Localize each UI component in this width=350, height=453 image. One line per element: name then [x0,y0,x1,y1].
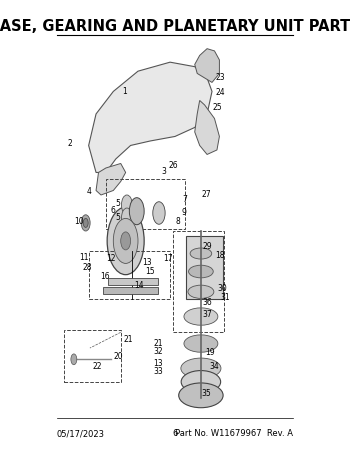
Circle shape [130,198,144,225]
Ellipse shape [181,371,220,393]
Bar [64,330,121,382]
Ellipse shape [179,383,223,408]
Text: 15: 15 [145,267,155,276]
Text: 10: 10 [75,217,84,226]
Text: 22: 22 [92,362,102,371]
Text: 7: 7 [182,195,187,204]
Text: 23: 23 [215,73,225,82]
Ellipse shape [181,358,221,379]
Text: 35: 35 [202,389,211,398]
Text: 8: 8 [176,217,180,226]
Text: 12: 12 [107,255,116,263]
Circle shape [83,218,88,227]
Text: 27: 27 [202,190,211,199]
Text: 31: 31 [220,293,230,302]
Circle shape [113,218,138,263]
Text: 6: 6 [172,429,178,438]
Text: 30: 30 [217,284,227,293]
FancyBboxPatch shape [108,278,158,285]
Ellipse shape [190,248,212,259]
Text: 13: 13 [142,258,152,267]
Polygon shape [195,101,219,154]
Text: 11: 11 [79,253,89,262]
Text: 3: 3 [161,167,166,176]
Circle shape [107,207,144,275]
Polygon shape [195,48,219,82]
Text: 13: 13 [153,359,163,368]
Text: Part No. W11679967  Rev. A: Part No. W11679967 Rev. A [175,429,293,438]
Text: 2: 2 [67,139,72,148]
Text: 17: 17 [163,254,173,263]
Bar [106,179,185,229]
Ellipse shape [189,265,213,278]
Text: 32: 32 [153,347,163,356]
Bar [173,231,224,333]
Text: 05/17/2023: 05/17/2023 [57,429,105,438]
Bar [89,251,170,299]
Polygon shape [96,164,126,195]
Circle shape [121,208,132,228]
Text: 21: 21 [124,336,133,344]
FancyBboxPatch shape [104,287,158,294]
Text: 1: 1 [122,87,127,96]
Ellipse shape [184,308,218,325]
Circle shape [121,195,132,215]
Text: 29: 29 [202,242,212,251]
Text: 24: 24 [215,88,225,97]
Text: 33: 33 [153,367,163,376]
Text: 5: 5 [115,199,120,208]
Circle shape [153,202,165,224]
Text: 28: 28 [83,263,92,271]
Circle shape [71,354,77,365]
Ellipse shape [184,335,218,352]
Text: 4: 4 [87,187,92,196]
Text: 16: 16 [100,272,110,281]
Ellipse shape [188,285,214,299]
Text: 36: 36 [202,298,212,307]
Text: 6: 6 [110,206,115,215]
Text: 18: 18 [215,251,225,260]
Text: 9: 9 [182,208,187,217]
Text: 14: 14 [134,280,144,289]
Text: 25: 25 [212,103,222,112]
Circle shape [121,232,131,250]
Text: 20: 20 [114,352,124,361]
Polygon shape [89,62,212,173]
Circle shape [81,215,90,231]
FancyBboxPatch shape [186,236,223,299]
Text: 21: 21 [153,339,163,348]
Text: 34: 34 [209,361,219,371]
Text: 37: 37 [203,310,212,319]
Text: CASE, GEARING AND PLANETARY UNIT PARTS: CASE, GEARING AND PLANETARY UNIT PARTS [0,19,350,34]
Text: 5: 5 [115,213,120,222]
Text: 19: 19 [205,348,215,357]
Text: 26: 26 [168,161,178,170]
